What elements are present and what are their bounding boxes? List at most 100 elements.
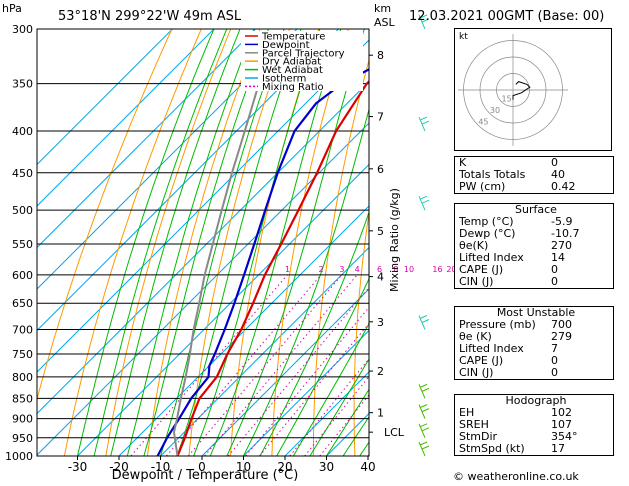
legend-label: Mixing Ratio [262, 82, 324, 93]
row-label: θe (K) [459, 330, 492, 343]
height-km-label: LCL [384, 426, 405, 439]
table-row: CAPE (J) 0 [455, 355, 613, 367]
height-km-label: 3 [377, 316, 384, 329]
legend-label: Dry Adiabat [262, 57, 321, 68]
height-km-label: 5 [377, 225, 384, 238]
table-row: θe (K) 279 [455, 331, 613, 343]
mixing-ratio-label: 10 [404, 265, 414, 274]
pressure-tick-label: 900 [12, 413, 33, 426]
table-row: CAPE (J) 0 [455, 264, 613, 276]
wind-barb [418, 383, 430, 399]
pressure-tick-label: 450 [12, 167, 33, 180]
temperature-tick-label: 10 [236, 460, 251, 474]
wind-barb [418, 116, 430, 132]
pressure-tick-label: 300 [12, 23, 33, 36]
pressure-tick-label: 550 [12, 238, 33, 251]
row-value: -5.9 [551, 215, 573, 228]
pressure-tick-label: 700 [12, 324, 33, 337]
surface-panel: Surface Temp (°C) -5.9 Dewp (°C) -10.7 θe(K)… [454, 203, 614, 289]
hodograph-trace [512, 81, 531, 100]
row-value: 270 [551, 239, 572, 252]
row-value: 0.42 [551, 180, 576, 193]
hodograph-panel: Hodograph EH 102 SREH 107 StmDir 354° StmSpd (… [454, 394, 614, 456]
height-km-label: 7 [377, 111, 384, 124]
pressure-tick-label: 400 [12, 125, 33, 138]
legend-label: Dewpoint [262, 40, 310, 51]
row-value: 279 [551, 330, 572, 343]
row-label: StmDir [459, 430, 498, 443]
wind-barb [418, 441, 430, 457]
row-label: K [459, 156, 467, 169]
pressure-unit: hPa [2, 2, 22, 15]
row-label: PW (cm) [459, 180, 506, 193]
temperature-tick-label: 0 [198, 460, 206, 474]
row-label: CIN (J) [459, 366, 494, 379]
row-label: Lifted Index [459, 251, 524, 264]
table-row: StmSpd (kt) 17 [455, 443, 613, 455]
row-value: 40 [551, 168, 565, 181]
height-km-label: 8 [377, 49, 384, 62]
table-row: Lifted Index 14 [455, 252, 613, 264]
table-row: EH 102 [455, 407, 613, 419]
row-label: θe(K) [459, 239, 489, 252]
row-label: StmSpd (kt) [459, 442, 525, 455]
row-label: CAPE (J) [459, 263, 504, 276]
mixing-ratio-label: 8 [393, 265, 398, 274]
pressure-tick-label: 800 [12, 371, 33, 384]
series-line-2 [172, 83, 260, 456]
pressure-tick-label: 600 [12, 269, 33, 282]
pressure-tick-label: 500 [12, 204, 33, 217]
mixing-ratio-label: 2 [319, 265, 324, 274]
pressure-tick-label: 750 [12, 348, 33, 361]
series-line-1 [156, 68, 369, 456]
plot-frame [36, 28, 370, 457]
row-label: Totals Totals [459, 168, 526, 181]
height-km-label: 6 [377, 163, 384, 176]
sounding-series [156, 68, 369, 456]
table-row: Lifted Index 7 [455, 343, 613, 355]
temperature-tick-label: -20 [109, 460, 129, 474]
row-label: Pressure (mb) [459, 318, 536, 331]
table-row: Pressure (mb) 700 [455, 319, 613, 331]
pressure-tick-label: 350 [12, 78, 33, 91]
datetime-title: 12.03.2021 00GMT (Base: 00) [409, 9, 604, 24]
height-km-label: 1 [377, 407, 384, 420]
row-value: -10.7 [551, 227, 580, 240]
pressure-tick-label: 850 [12, 392, 33, 405]
temperature-tick-label: 20 [277, 460, 292, 474]
row-value: 0 [551, 354, 558, 367]
row-value: 700 [551, 318, 572, 331]
table-row: StmDir 354° [455, 431, 613, 443]
wind-barb [418, 195, 430, 211]
row-label: Temp (°C) [459, 215, 514, 228]
indices-panel: K 0 Totals Totals 40 PW (cm) 0.42 [454, 156, 614, 194]
mixing-ratio-label: 3 [339, 265, 344, 274]
wind-barbs [418, 14, 430, 457]
isobar-lines [37, 28, 369, 457]
row-value: 102 [551, 406, 572, 419]
pressure-tick-label: 1000 [5, 450, 33, 463]
row-value: 0 [551, 156, 558, 169]
temperature-tick-label: -10 [151, 460, 171, 474]
wind-barb [418, 315, 430, 330]
height-km-label: 4 [377, 271, 384, 284]
pressure-tick-label: 950 [12, 432, 33, 445]
pressure-tick-labels: 300 350 400 450 500 550 600 650 700 750 800 850 900 9… [5, 23, 33, 463]
asl-unit: ASL [374, 16, 396, 29]
hodograph-ring-label: 45 [478, 118, 488, 127]
legend-label: Temperature [261, 32, 325, 43]
hodograph-ring-label: 30 [490, 106, 500, 115]
most-unstable-title: Most Unstable [496, 306, 576, 319]
x-axis-label: Dewpoint / Temperature (°C) [112, 468, 299, 483]
row-value: 0 [551, 366, 558, 379]
row-label: EH [459, 406, 475, 419]
table-row: Temp (°C) -5.9 [455, 216, 613, 228]
row-label: CIN (J) [459, 275, 494, 288]
mixing-ratio-label: 1 [285, 265, 290, 274]
row-value: 354° [551, 430, 578, 443]
mixing-ratio-label: 20 [446, 265, 456, 274]
hodograph-line [512, 81, 531, 100]
